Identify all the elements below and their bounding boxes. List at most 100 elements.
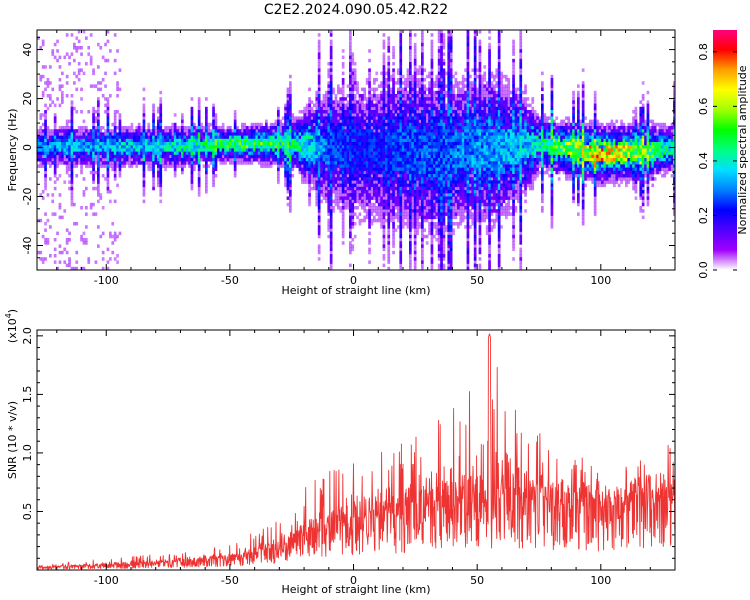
spectrogram-cell bbox=[397, 215, 400, 220]
spectrogram-cell bbox=[437, 167, 441, 172]
spectrogram-cell bbox=[265, 132, 268, 136]
spectrogram-cell bbox=[349, 81, 352, 85]
spectrogram-cell bbox=[349, 49, 352, 53]
spectrogram-cell bbox=[303, 106, 307, 111]
spectrogram-cell bbox=[440, 222, 443, 226]
spectrogram-cell bbox=[430, 78, 434, 82]
spectrogram-cell bbox=[161, 151, 165, 156]
spectrogram-cell bbox=[385, 84, 388, 88]
spectrogram-cell bbox=[56, 132, 59, 136]
spectrogram-cell bbox=[437, 138, 441, 143]
spectrogram-cell bbox=[82, 132, 86, 136]
spectrogram-cell bbox=[404, 129, 407, 133]
spectrogram-cell bbox=[128, 126, 131, 130]
spectrogram-cell bbox=[349, 132, 352, 136]
spectrogram-cell bbox=[387, 218, 391, 223]
spectrogram-cell bbox=[147, 148, 151, 152]
spectrogram-cell bbox=[313, 180, 316, 184]
spectrogram-cell bbox=[370, 94, 374, 98]
spectrogram-cell bbox=[404, 212, 407, 216]
spectrogram-cell bbox=[341, 183, 345, 188]
spectrogram-cell bbox=[425, 202, 429, 207]
spectrogram-cell bbox=[442, 199, 446, 204]
spectrogram-cell bbox=[97, 100, 100, 104]
spectrogram-cell bbox=[303, 138, 307, 143]
spectrogram-cell bbox=[385, 167, 388, 172]
spectrogram-cell bbox=[205, 170, 208, 175]
spectrogram-cell bbox=[245, 135, 249, 140]
spectrogram-cell bbox=[308, 193, 311, 197]
spectrogram-cell bbox=[68, 257, 71, 261]
spectrogram-cell bbox=[387, 90, 391, 95]
spectrogram-cell bbox=[87, 138, 91, 143]
spectrogram-cell bbox=[433, 100, 436, 104]
spectrogram-cell bbox=[320, 190, 323, 194]
spectrogram-cell bbox=[389, 90, 393, 95]
spectrogram-cell bbox=[329, 254, 333, 258]
spectrogram-cell bbox=[387, 65, 391, 69]
spectrogram-cell bbox=[106, 132, 110, 136]
spectrogram-cell bbox=[399, 228, 403, 232]
spectrogram-cell bbox=[118, 145, 122, 149]
spectrogram-cell bbox=[421, 46, 424, 50]
spectrogram-cell bbox=[368, 148, 371, 152]
spectrogram-cell bbox=[435, 110, 439, 114]
spectrogram-cell bbox=[51, 151, 55, 156]
spectrogram-cell bbox=[277, 138, 280, 143]
spectrogram-cell bbox=[209, 151, 213, 156]
spectrogram-cell bbox=[315, 183, 319, 188]
spectrogram-cell bbox=[440, 39, 443, 44]
spectrogram-cell bbox=[397, 138, 400, 143]
spectrogram-cell bbox=[289, 142, 292, 146]
spectrogram-cell bbox=[394, 138, 398, 143]
spectrogram-cell bbox=[243, 126, 247, 130]
spectrogram-cell bbox=[344, 103, 347, 108]
spectrogram-cell bbox=[353, 158, 357, 162]
spectrogram-cell bbox=[351, 94, 355, 98]
spectrogram-cell bbox=[421, 106, 424, 111]
spectrogram-cell bbox=[229, 142, 232, 146]
spectrogram-cell bbox=[277, 135, 280, 140]
spectrogram-cell bbox=[416, 209, 419, 213]
spectrogram-cell bbox=[430, 158, 434, 162]
spectrogram-cell bbox=[440, 116, 443, 120]
spectrogram-cell bbox=[166, 151, 170, 156]
spectrogram-cell bbox=[329, 218, 333, 223]
spectrogram-cell bbox=[154, 142, 158, 146]
spectrogram-cell bbox=[104, 151, 107, 156]
spectrogram-cell bbox=[279, 142, 283, 146]
spectrogram-cell bbox=[137, 122, 141, 127]
spectrogram-cell bbox=[387, 170, 391, 175]
spectrogram-cell bbox=[185, 161, 189, 165]
spectrogram-cell bbox=[284, 164, 287, 168]
spectrogram-cell bbox=[185, 129, 189, 133]
spectrogram-cell bbox=[173, 126, 177, 130]
spectrogram-cell bbox=[373, 161, 376, 165]
spectrogram-cell bbox=[365, 183, 369, 188]
spectrogram-cell bbox=[236, 129, 239, 133]
spectrogram-cell bbox=[440, 234, 443, 239]
spectrogram-cell bbox=[428, 110, 431, 114]
spectrogram-cell bbox=[173, 142, 177, 146]
spectrogram-cell bbox=[356, 148, 359, 152]
spectrogram-cell bbox=[106, 266, 110, 270]
spectrogram-cell bbox=[349, 167, 352, 172]
spectrogram-cell bbox=[401, 129, 405, 133]
spectrogram-cell bbox=[430, 142, 434, 146]
spectrogram-cell bbox=[351, 247, 355, 252]
spectrogram-cell bbox=[173, 122, 177, 127]
spectrogram-cell bbox=[262, 138, 266, 143]
spectrogram-cell bbox=[37, 154, 40, 159]
spectrogram-cell bbox=[286, 183, 290, 188]
spectrogram-cell bbox=[248, 142, 251, 146]
spectrogram-cell bbox=[202, 148, 206, 152]
spectrogram-cell bbox=[58, 55, 62, 60]
spectrogram-cell bbox=[339, 132, 343, 136]
spectrogram-cell bbox=[92, 174, 95, 178]
spectrogram-cell bbox=[442, 62, 446, 66]
spectrogram-cell bbox=[385, 142, 388, 146]
spectrogram-cell bbox=[142, 110, 146, 114]
chart-title: C2E2.2024.090.05.42.R22 bbox=[264, 2, 448, 18]
spectrogram-cell bbox=[121, 164, 124, 168]
spectrogram-cell bbox=[250, 151, 254, 156]
